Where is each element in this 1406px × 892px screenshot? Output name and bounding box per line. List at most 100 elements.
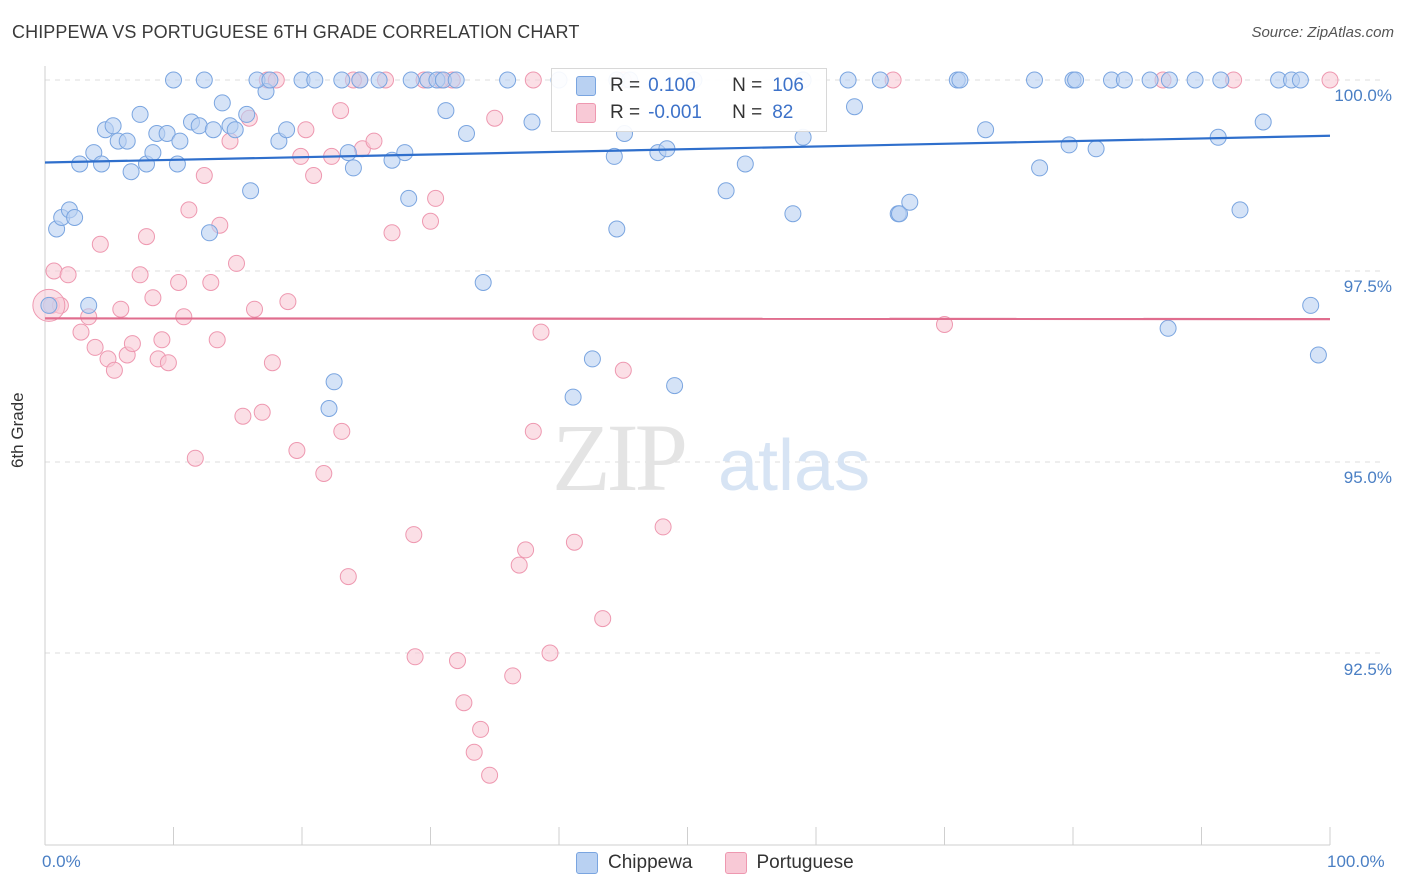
- data-point: [437, 102, 455, 120]
- data-point: [654, 518, 672, 536]
- data-point: [422, 212, 439, 230]
- data-point: [839, 71, 857, 89]
- data-point: [175, 308, 193, 326]
- data-point: [171, 132, 189, 150]
- x-tick-label-right: 100.0%: [1327, 852, 1385, 871]
- data-point: [123, 335, 141, 353]
- legend-r-value: 0.100: [648, 75, 696, 96]
- portuguese-swatch: [724, 852, 747, 874]
- legend-r-label: R =: [610, 102, 641, 123]
- data-point: [71, 155, 89, 173]
- data-point: [524, 422, 542, 440]
- data-point: [1060, 136, 1078, 154]
- legend-n-label: N =: [732, 102, 763, 123]
- data-point: [159, 354, 177, 372]
- data-point: [72, 323, 90, 341]
- data-point: [784, 205, 802, 223]
- chippewa-swatch: [576, 76, 596, 96]
- data-point: [1291, 71, 1309, 89]
- data-point: [344, 159, 362, 177]
- y-tick-label: 95.0%: [1343, 468, 1392, 487]
- data-point: [427, 189, 445, 207]
- data-point: [59, 266, 77, 284]
- data-point: [1026, 71, 1043, 89]
- data-point: [365, 132, 383, 150]
- data-point: [40, 296, 58, 314]
- legend-n-value: 106: [772, 75, 804, 96]
- data-point: [1254, 113, 1272, 131]
- data-point: [447, 71, 465, 89]
- data-point: [524, 71, 542, 89]
- data-point: [499, 71, 517, 89]
- data-point: [504, 667, 522, 685]
- data-point: [1212, 71, 1230, 89]
- legend-item-chippewa: Chippewa: [576, 852, 693, 874]
- chippewa-swatch: [576, 852, 598, 874]
- data-point: [112, 300, 130, 318]
- data-point: [158, 125, 176, 142]
- data-point: [195, 71, 213, 89]
- data-point: [204, 121, 222, 139]
- watermark-atlas: atlas: [718, 426, 870, 506]
- data-point: [1087, 140, 1105, 158]
- data-point: [465, 743, 483, 761]
- portuguese-swatch: [576, 103, 596, 123]
- legend-row-chippewa: R = 0.100 N = 106: [576, 73, 804, 99]
- data-point: [332, 102, 350, 120]
- data-point: [104, 117, 122, 135]
- data-point: [306, 71, 324, 89]
- data-point: [263, 354, 281, 372]
- data-point: [717, 182, 735, 200]
- y-axis-label: 6th Grade: [8, 392, 27, 468]
- data-point: [666, 377, 684, 395]
- data-point: [80, 296, 98, 314]
- y-tick-label: 97.5%: [1343, 277, 1392, 296]
- data-point: [1231, 201, 1249, 219]
- data-point: [1160, 71, 1178, 89]
- data-point: [213, 94, 231, 112]
- data-point: [170, 274, 188, 291]
- watermark-zip: ZIP: [552, 404, 685, 511]
- data-point: [458, 125, 475, 142]
- data-point: [541, 644, 559, 662]
- data-point: [951, 71, 969, 89]
- data-point: [1115, 71, 1133, 89]
- data-point: [486, 109, 504, 127]
- data-point: [370, 71, 388, 89]
- data-point: [402, 71, 420, 89]
- data-point: [977, 121, 995, 139]
- data-point: [131, 105, 149, 123]
- data-point: [144, 144, 162, 162]
- data-point: [351, 71, 369, 89]
- data-point: [455, 694, 473, 712]
- data-point: [1186, 71, 1204, 89]
- data-point: [1159, 319, 1177, 337]
- data-point: [45, 262, 63, 280]
- data-point: [1309, 346, 1327, 364]
- data-point: [325, 373, 343, 391]
- data-point: [891, 205, 908, 223]
- axes: [44, 66, 1331, 846]
- data-point: [208, 331, 226, 349]
- chart-title: CHIPPEWA VS PORTUGUESE 6TH GRADE CORRELA…: [12, 22, 580, 42]
- data-point: [234, 407, 252, 425]
- data-point: [846, 98, 863, 116]
- data-point: [400, 189, 418, 207]
- data-point: [583, 350, 601, 368]
- data-point: [202, 274, 220, 291]
- legend-item-label: Portuguese: [756, 852, 854, 873]
- data-point: [481, 766, 499, 784]
- data-point: [86, 338, 104, 356]
- data-point: [315, 465, 333, 482]
- legend-item-portuguese: Portuguese: [724, 852, 854, 874]
- portuguese-trend-line: [44, 317, 1331, 321]
- legend-n-label: N =: [732, 75, 763, 96]
- source-label: Source: ZipAtlas.com: [1251, 24, 1394, 41]
- data-point: [510, 556, 528, 574]
- data-point: [472, 720, 490, 738]
- data-point: [405, 526, 423, 544]
- data-point: [261, 71, 279, 89]
- data-point: [168, 155, 186, 173]
- stats-legend: R = 0.100 N = 106 R = -0.001 N = 82: [551, 68, 827, 132]
- data-point: [279, 293, 297, 311]
